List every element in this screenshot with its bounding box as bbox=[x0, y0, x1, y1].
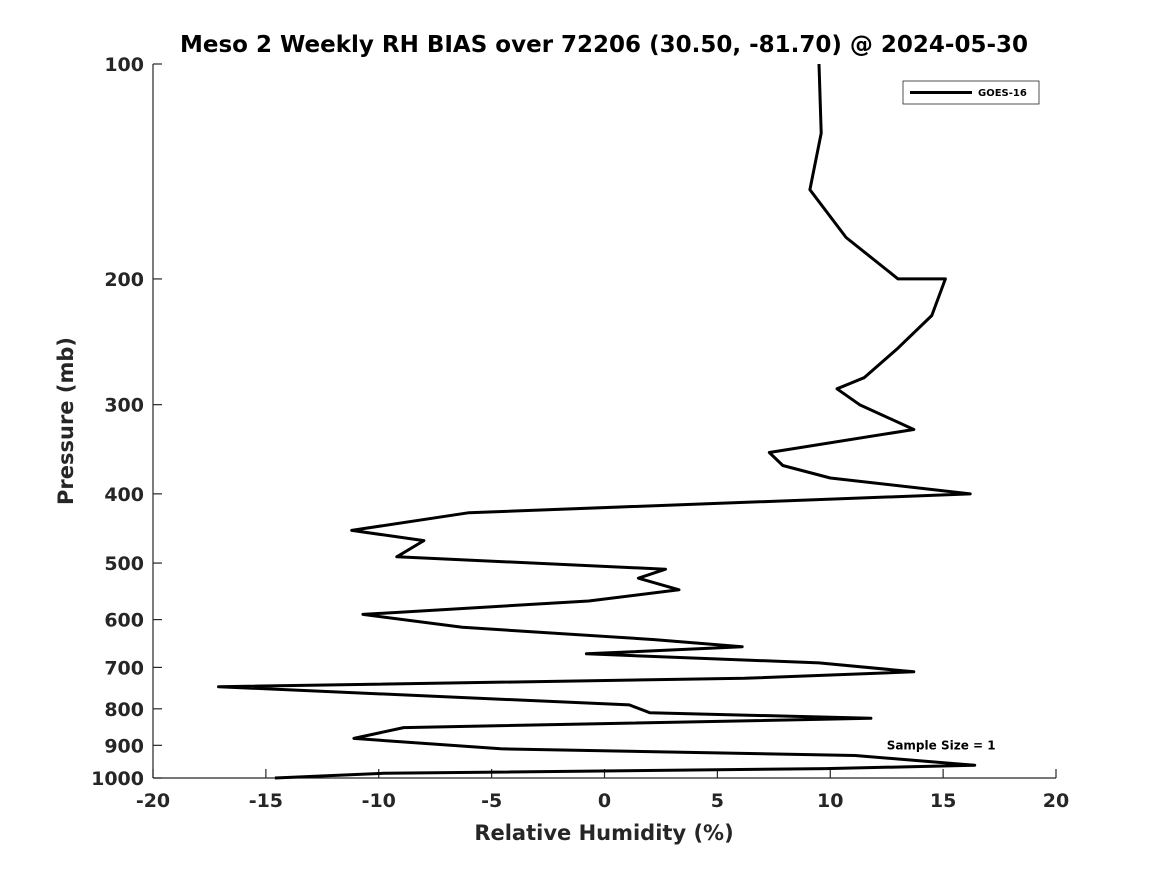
series-group bbox=[217, 63, 977, 780]
chart-title: Meso 2 Weekly RH BIAS over 72206 (30.50,… bbox=[180, 32, 1028, 58]
legend: GOES-16 bbox=[902, 80, 1040, 105]
x-tick-label: -20 bbox=[136, 790, 170, 812]
y-tick-label: 300 bbox=[104, 395, 144, 417]
x-tick-label: 0 bbox=[598, 790, 611, 812]
y-tick-group: 100 200 300 400 500 600 700 800 900 1000 bbox=[91, 54, 162, 790]
y-tick-label: 1000 bbox=[91, 768, 144, 790]
x-tick-label: 10 bbox=[817, 790, 843, 812]
x-tick-label: -10 bbox=[362, 790, 396, 812]
y-tick-label: 900 bbox=[104, 735, 144, 757]
y-tick-label: 800 bbox=[104, 699, 144, 721]
x-tick-label: -15 bbox=[249, 790, 283, 812]
series-line-goes-16 bbox=[217, 63, 977, 780]
sample-size-annotation: Sample Size = 1 bbox=[887, 738, 996, 752]
legend-entry-goes-16: GOES-16 bbox=[978, 88, 1027, 99]
x-tick-group: -20 -15 -10 -5 0 5 10 15 20 bbox=[136, 769, 1069, 812]
x-tick-label: 15 bbox=[930, 790, 956, 812]
y-tick-label: 600 bbox=[104, 610, 144, 632]
x-tick-label: 5 bbox=[711, 790, 724, 812]
x-tick-label: -5 bbox=[481, 790, 502, 812]
y-tick-label: 200 bbox=[104, 269, 144, 291]
y-tick-label: 100 bbox=[104, 54, 144, 76]
y-axis-label: Pressure (mb) bbox=[54, 337, 78, 505]
y-tick-label: 400 bbox=[104, 484, 144, 506]
y-tick-label: 700 bbox=[104, 657, 144, 679]
y-tick-label: 500 bbox=[104, 553, 144, 575]
plot-area bbox=[153, 64, 1056, 778]
x-tick-label: 20 bbox=[1043, 790, 1069, 812]
x-axis-label: Relative Humidity (%) bbox=[474, 821, 733, 845]
